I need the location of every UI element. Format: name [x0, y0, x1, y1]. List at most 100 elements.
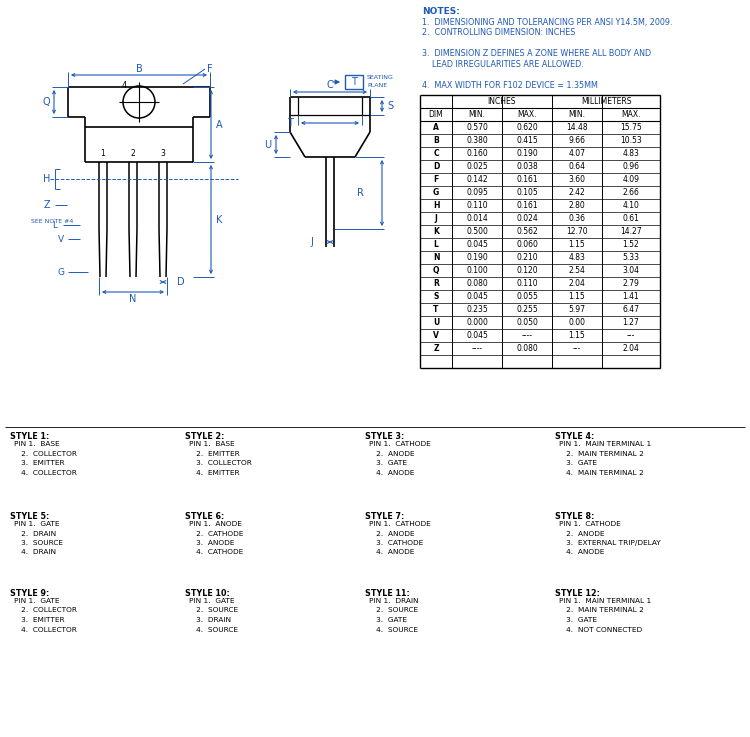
Text: 15.75: 15.75: [620, 123, 642, 132]
Text: 3.  DRAIN: 3. DRAIN: [189, 617, 231, 623]
Text: 4.83: 4.83: [622, 149, 640, 158]
Text: ---: ---: [627, 331, 635, 340]
Text: 0.014: 0.014: [466, 214, 488, 223]
Text: 3.60: 3.60: [568, 175, 586, 184]
Text: PIN 1.  GATE: PIN 1. GATE: [14, 521, 59, 527]
Text: ----: ----: [472, 344, 482, 353]
Text: H: H: [433, 201, 439, 210]
Text: 3.  CATHODE: 3. CATHODE: [369, 540, 423, 546]
Text: J: J: [434, 214, 437, 223]
Text: 0.36: 0.36: [568, 214, 586, 223]
Text: K: K: [216, 214, 222, 225]
Text: 0.045: 0.045: [466, 331, 488, 340]
Text: N: N: [433, 253, 439, 262]
Text: 0.620: 0.620: [516, 123, 538, 132]
Text: 0.055: 0.055: [516, 292, 538, 301]
Text: 2.79: 2.79: [622, 279, 640, 288]
Text: K: K: [433, 227, 439, 236]
Text: 0.161: 0.161: [516, 201, 538, 210]
Text: STYLE 8:: STYLE 8:: [555, 512, 594, 521]
Text: 2.  ANODE: 2. ANODE: [369, 531, 415, 537]
Text: 10.53: 10.53: [620, 136, 642, 145]
Text: 14.27: 14.27: [620, 227, 642, 236]
Text: STYLE 2:: STYLE 2:: [185, 432, 224, 441]
Text: 4: 4: [122, 80, 127, 89]
Text: 2.04: 2.04: [568, 279, 586, 288]
Text: 0.500: 0.500: [466, 227, 488, 236]
Text: Z: Z: [44, 200, 50, 210]
Text: 1.  DIMENSIONING AND TOLERANCING PER ANSI Y14.5M, 2009.: 1. DIMENSIONING AND TOLERANCING PER ANSI…: [422, 18, 673, 27]
Text: 4.  ANODE: 4. ANODE: [369, 469, 414, 475]
Text: R: R: [356, 188, 364, 198]
Text: PIN 1.  DRAIN: PIN 1. DRAIN: [369, 598, 419, 604]
Text: SEATING: SEATING: [367, 74, 394, 80]
Text: PIN 1.  CATHODE: PIN 1. CATHODE: [369, 521, 430, 527]
Text: 4.  DRAIN: 4. DRAIN: [14, 550, 56, 556]
Text: R: R: [433, 279, 439, 288]
Text: 0.105: 0.105: [516, 188, 538, 197]
Text: 3.  GATE: 3. GATE: [559, 617, 597, 623]
Text: 0.570: 0.570: [466, 123, 488, 132]
Text: 4.  CATHODE: 4. CATHODE: [189, 550, 243, 556]
Text: STYLE 5:: STYLE 5:: [10, 512, 50, 521]
Text: PIN 1.  ANODE: PIN 1. ANODE: [189, 521, 242, 527]
Text: 2.  ANODE: 2. ANODE: [369, 450, 415, 456]
Text: 0.120: 0.120: [516, 266, 538, 275]
Text: 2: 2: [130, 148, 135, 158]
Text: 1.27: 1.27: [622, 318, 639, 327]
Text: 3.  EMITTER: 3. EMITTER: [14, 460, 64, 466]
Text: PIN 1.  CATHODE: PIN 1. CATHODE: [559, 521, 621, 527]
Text: 4.  SOURCE: 4. SOURCE: [369, 626, 418, 632]
Text: 3.  ANODE: 3. ANODE: [189, 540, 234, 546]
Text: 0.024: 0.024: [516, 214, 538, 223]
Text: NOTES:: NOTES:: [422, 7, 460, 16]
Text: F: F: [433, 175, 439, 184]
Text: C: C: [327, 80, 333, 90]
Text: 4.  MAX WIDTH FOR F102 DEVICE = 1.35MM: 4. MAX WIDTH FOR F102 DEVICE = 1.35MM: [422, 80, 598, 89]
Text: 2.  CONTROLLING DIMENSION: INCHES: 2. CONTROLLING DIMENSION: INCHES: [422, 28, 575, 37]
Text: PIN 1.  BASE: PIN 1. BASE: [189, 441, 235, 447]
Text: 0.61: 0.61: [622, 214, 640, 223]
Text: 3.  DIMENSION Z DEFINES A ZONE WHERE ALL BODY AND: 3. DIMENSION Z DEFINES A ZONE WHERE ALL …: [422, 49, 651, 58]
Text: 1.15: 1.15: [568, 331, 585, 340]
Text: 0.025: 0.025: [466, 162, 488, 171]
Text: 2.  MAIN TERMINAL 2: 2. MAIN TERMINAL 2: [559, 607, 644, 613]
Text: 2.  COLLECTOR: 2. COLLECTOR: [14, 450, 77, 456]
Text: 4.  ANODE: 4. ANODE: [559, 550, 604, 556]
Bar: [345, 75, 363, 89]
Text: 0.110: 0.110: [516, 279, 538, 288]
Text: 2.  DRAIN: 2. DRAIN: [14, 531, 56, 537]
Text: B: B: [136, 64, 142, 74]
Text: T: T: [287, 118, 293, 128]
Text: 0.050: 0.050: [516, 318, 538, 327]
Text: 2.04: 2.04: [622, 344, 640, 353]
Text: 2.  MAIN TERMINAL 2: 2. MAIN TERMINAL 2: [559, 450, 644, 456]
Text: 0.562: 0.562: [516, 227, 538, 236]
Text: 14.48: 14.48: [566, 123, 588, 132]
Text: 0.210: 0.210: [516, 253, 538, 262]
Text: PIN 1.  CATHODE: PIN 1. CATHODE: [369, 441, 430, 447]
Text: 0.000: 0.000: [466, 318, 488, 327]
Text: 2.80: 2.80: [568, 201, 585, 210]
Text: PLANE: PLANE: [367, 83, 387, 88]
Text: 4.  EMITTER: 4. EMITTER: [189, 469, 240, 475]
Text: 0.038: 0.038: [516, 162, 538, 171]
Text: 0.110: 0.110: [466, 201, 488, 210]
Text: L: L: [433, 240, 439, 249]
Text: 0.235: 0.235: [466, 305, 488, 314]
Text: 4.  SOURCE: 4. SOURCE: [189, 626, 238, 632]
Text: U: U: [433, 318, 439, 327]
Text: D: D: [433, 162, 439, 171]
Text: 3.  EMITTER: 3. EMITTER: [14, 617, 64, 623]
Text: 0.045: 0.045: [466, 240, 488, 249]
Text: 2.  COLLECTOR: 2. COLLECTOR: [14, 607, 77, 613]
Text: 0.060: 0.060: [516, 240, 538, 249]
Text: 3: 3: [160, 148, 166, 158]
Text: J: J: [310, 237, 314, 247]
Text: STYLE 11:: STYLE 11:: [365, 589, 410, 598]
Text: 3.  GATE: 3. GATE: [369, 460, 407, 466]
Text: MIN.: MIN.: [469, 110, 485, 119]
Text: 4.  MAIN TERMINAL 2: 4. MAIN TERMINAL 2: [559, 469, 644, 475]
Text: C: C: [433, 149, 439, 158]
Text: 4.10: 4.10: [622, 201, 640, 210]
